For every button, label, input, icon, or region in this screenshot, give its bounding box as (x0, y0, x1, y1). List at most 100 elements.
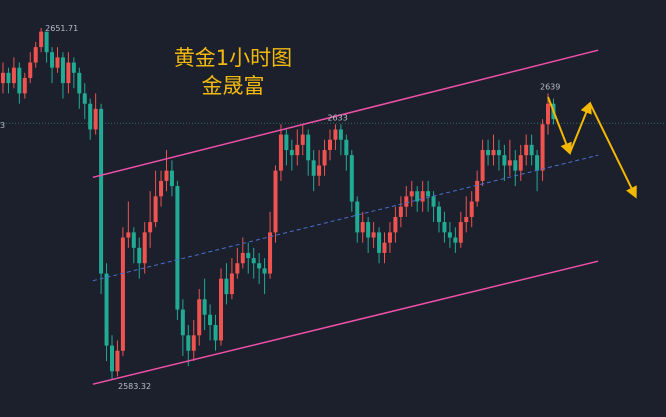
candle-down (175, 186, 180, 310)
recent-high-label: 2639 (540, 82, 560, 91)
price-channel (92, 49, 599, 385)
candle-down (535, 155, 540, 171)
candle-down (426, 191, 431, 197)
candle-down (213, 325, 218, 341)
candle-down (17, 67, 22, 94)
candle-down (186, 335, 191, 351)
candle-up (153, 196, 158, 223)
candle-up (387, 232, 392, 243)
candle-down (104, 273, 109, 346)
candles (1, 27, 556, 380)
candle-up (458, 222, 463, 243)
candle-up (93, 108, 98, 130)
candle-down (110, 345, 114, 372)
chart-subtitle: 金晟富 (201, 74, 265, 98)
candle-up (398, 206, 403, 217)
candle-down (224, 278, 229, 295)
candle-down (246, 252, 251, 259)
candle-down (513, 160, 518, 171)
candle-up (273, 170, 278, 233)
candle-down (208, 314, 213, 326)
candle-up (518, 155, 523, 171)
projection-arrow (568, 101, 592, 154)
candle-up (115, 350, 120, 372)
channel-upper-line (92, 49, 599, 179)
projection-arrow (547, 96, 572, 155)
candle-down (453, 237, 458, 243)
candle-up (300, 134, 305, 145)
candle-down (6, 72, 11, 84)
candle-down (88, 103, 93, 130)
candle-down (306, 134, 311, 161)
candle-up (126, 232, 131, 238)
candle-down (50, 52, 55, 68)
candle-down (169, 170, 174, 187)
candle-up (22, 77, 27, 94)
candle-down (349, 155, 354, 202)
candle-up (28, 62, 33, 78)
candle-down (262, 268, 267, 274)
chart-title: 黄金1小时图 (173, 46, 293, 70)
candle-down (415, 191, 420, 202)
candle-up (66, 62, 71, 84)
candle-up (507, 160, 512, 166)
candle-up (39, 31, 44, 48)
candle-up (219, 278, 223, 341)
candle-up (191, 335, 196, 351)
candle-up (491, 150, 496, 156)
candle-up (382, 242, 387, 253)
candle-up (540, 124, 545, 171)
candle-up (268, 232, 273, 274)
candle-up (420, 191, 425, 202)
candle-up (404, 196, 409, 207)
candle-up (546, 103, 550, 125)
candle-down (311, 160, 316, 176)
candle-up (55, 57, 60, 68)
candle-up (409, 191, 414, 197)
candle-down (180, 309, 185, 336)
candle-down (131, 232, 136, 248)
candle-down (284, 134, 289, 151)
candle-down (355, 201, 360, 233)
candle-down (486, 150, 491, 156)
candle-down (71, 62, 76, 73)
candle-down (437, 206, 441, 223)
candle-up (469, 201, 474, 217)
candle-down (60, 57, 65, 84)
candle-up (1, 72, 5, 84)
candle-down (431, 196, 436, 207)
candle-down (82, 93, 87, 104)
candle-down (77, 72, 82, 94)
channel-middle-line (92, 154, 599, 282)
candle-up (33, 47, 38, 63)
candle-up (120, 237, 125, 351)
candle-up (148, 222, 153, 233)
candle-down (137, 247, 142, 264)
price-axis-label: 3 (0, 121, 5, 130)
candle-up (295, 144, 300, 156)
candle-down (366, 222, 371, 238)
candle-down (502, 155, 507, 166)
candle-down (344, 139, 349, 156)
candle-up (142, 232, 147, 264)
candle-down (99, 108, 104, 274)
channel-lower-line (92, 260, 599, 385)
candle-down (377, 232, 382, 253)
candle-up (328, 139, 332, 151)
candle-up (278, 134, 283, 171)
candle-up (164, 170, 169, 181)
candle-down (338, 129, 343, 140)
candle-down (257, 263, 262, 269)
low-label: 2583.32 (118, 382, 151, 391)
projection-arrows (547, 96, 637, 199)
candle-down (289, 150, 294, 156)
candle-up (393, 216, 398, 233)
candle-up (524, 144, 529, 156)
candle-down (447, 232, 452, 238)
candle-up (11, 67, 16, 84)
candle-up (360, 222, 365, 233)
candle-up (317, 165, 322, 176)
candle-up (464, 216, 469, 223)
